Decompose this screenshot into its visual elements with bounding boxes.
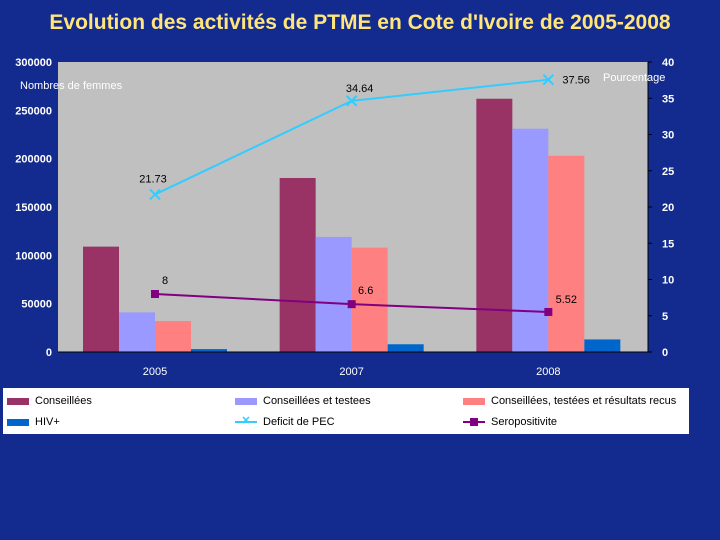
right-tick-label: 40 [662,57,674,69]
category-label: 2008 [536,366,560,378]
line-0-marker [345,95,358,107]
line-0-marker [149,188,161,201]
legend-item: ✕ Deficit de PEC [235,416,335,428]
right-tick-label: 0 [662,347,668,359]
right-tick-label: 5 [662,311,668,323]
legend-line-swatch: ✕ [235,415,257,427]
data-label: 8 [162,275,168,287]
legend-item: Conseillées et testees [235,395,371,407]
left-tick-label: 0 [46,347,52,359]
legend-item: Seropositivite [463,416,557,428]
right-tick-label: 10 [662,275,674,287]
line-1-marker [347,300,356,309]
category-label: 2005 [143,366,167,378]
bar-1-2 [512,128,549,352]
right-axis-title: Pourcentage [603,72,665,84]
data-label: 37.56 [562,75,590,87]
right-tick-label: 35 [662,93,674,105]
bar-1-0 [119,312,155,352]
left-axis-title: Nombres de femmes [20,80,123,92]
legend-line-swatch [463,417,485,427]
bar-3-0 [191,349,227,352]
right-tick-label: 30 [662,130,674,142]
left-tick-label: 50000 [21,299,52,311]
line-0-marker [542,73,555,86]
left-tick-label: 300000 [15,57,52,69]
legend-item: HIV+ [7,416,60,428]
left-tick-label: 150000 [15,202,52,214]
lines-layer: 21.73 34.64 37.56 8 6.6 5.52 [139,73,590,316]
right-tick-label: 15 [662,238,674,250]
bar-2-2 [548,155,585,352]
left-tick-label: 100000 [15,250,52,262]
legend-label: HIV+ [35,416,60,428]
legend-item: Conseillées, testées et résultats recus [463,395,676,407]
bar-3-2 [584,339,621,352]
legend-swatch [235,397,257,405]
legend-item: Conseillées [7,395,92,407]
data-label: 34.64 [346,83,374,95]
legend-label: Seropositivite [491,416,558,428]
legend-label: Conseillées et testees [263,395,371,407]
right-tick-label: 25 [662,166,674,178]
bar-0-1 [279,178,316,352]
data-label: 6.6 [358,285,373,297]
legend: Conseillées Conseillées et testees Conseil… [3,388,689,434]
category-label: 2007 [339,366,363,378]
bar-2-1 [351,247,388,352]
bar-0-0 [83,246,119,352]
data-label: 21.73 [139,173,167,185]
square-marker-icon [470,418,478,426]
line-1-marker [151,290,159,298]
chart-title: Evolution des activités de PTME en Cote … [49,11,671,34]
legend-swatch [7,418,29,426]
legend-swatch [7,397,29,405]
bar-0-2 [476,98,513,352]
line-1-marker [544,307,553,316]
data-label: 5.52 [556,294,577,306]
axes-layer: 0 50000 100000 150000 200000 250000 300000 0 5 10… [15,57,674,378]
right-tick-label: 20 [662,202,674,214]
left-tick-label: 200000 [15,154,52,166]
x-marker-icon: ✕ [241,415,251,427]
bar-2-0 [155,321,191,352]
legend-swatch [463,397,485,405]
legend-label: Deficit de PEC [263,416,335,428]
bar-3-1 [387,344,424,352]
left-tick-label: 250000 [15,105,52,117]
bar-1-1 [315,236,352,352]
legend-label: Conseillées, testées et résultats recus [491,395,677,407]
legend-label: Conseillées [35,395,92,407]
